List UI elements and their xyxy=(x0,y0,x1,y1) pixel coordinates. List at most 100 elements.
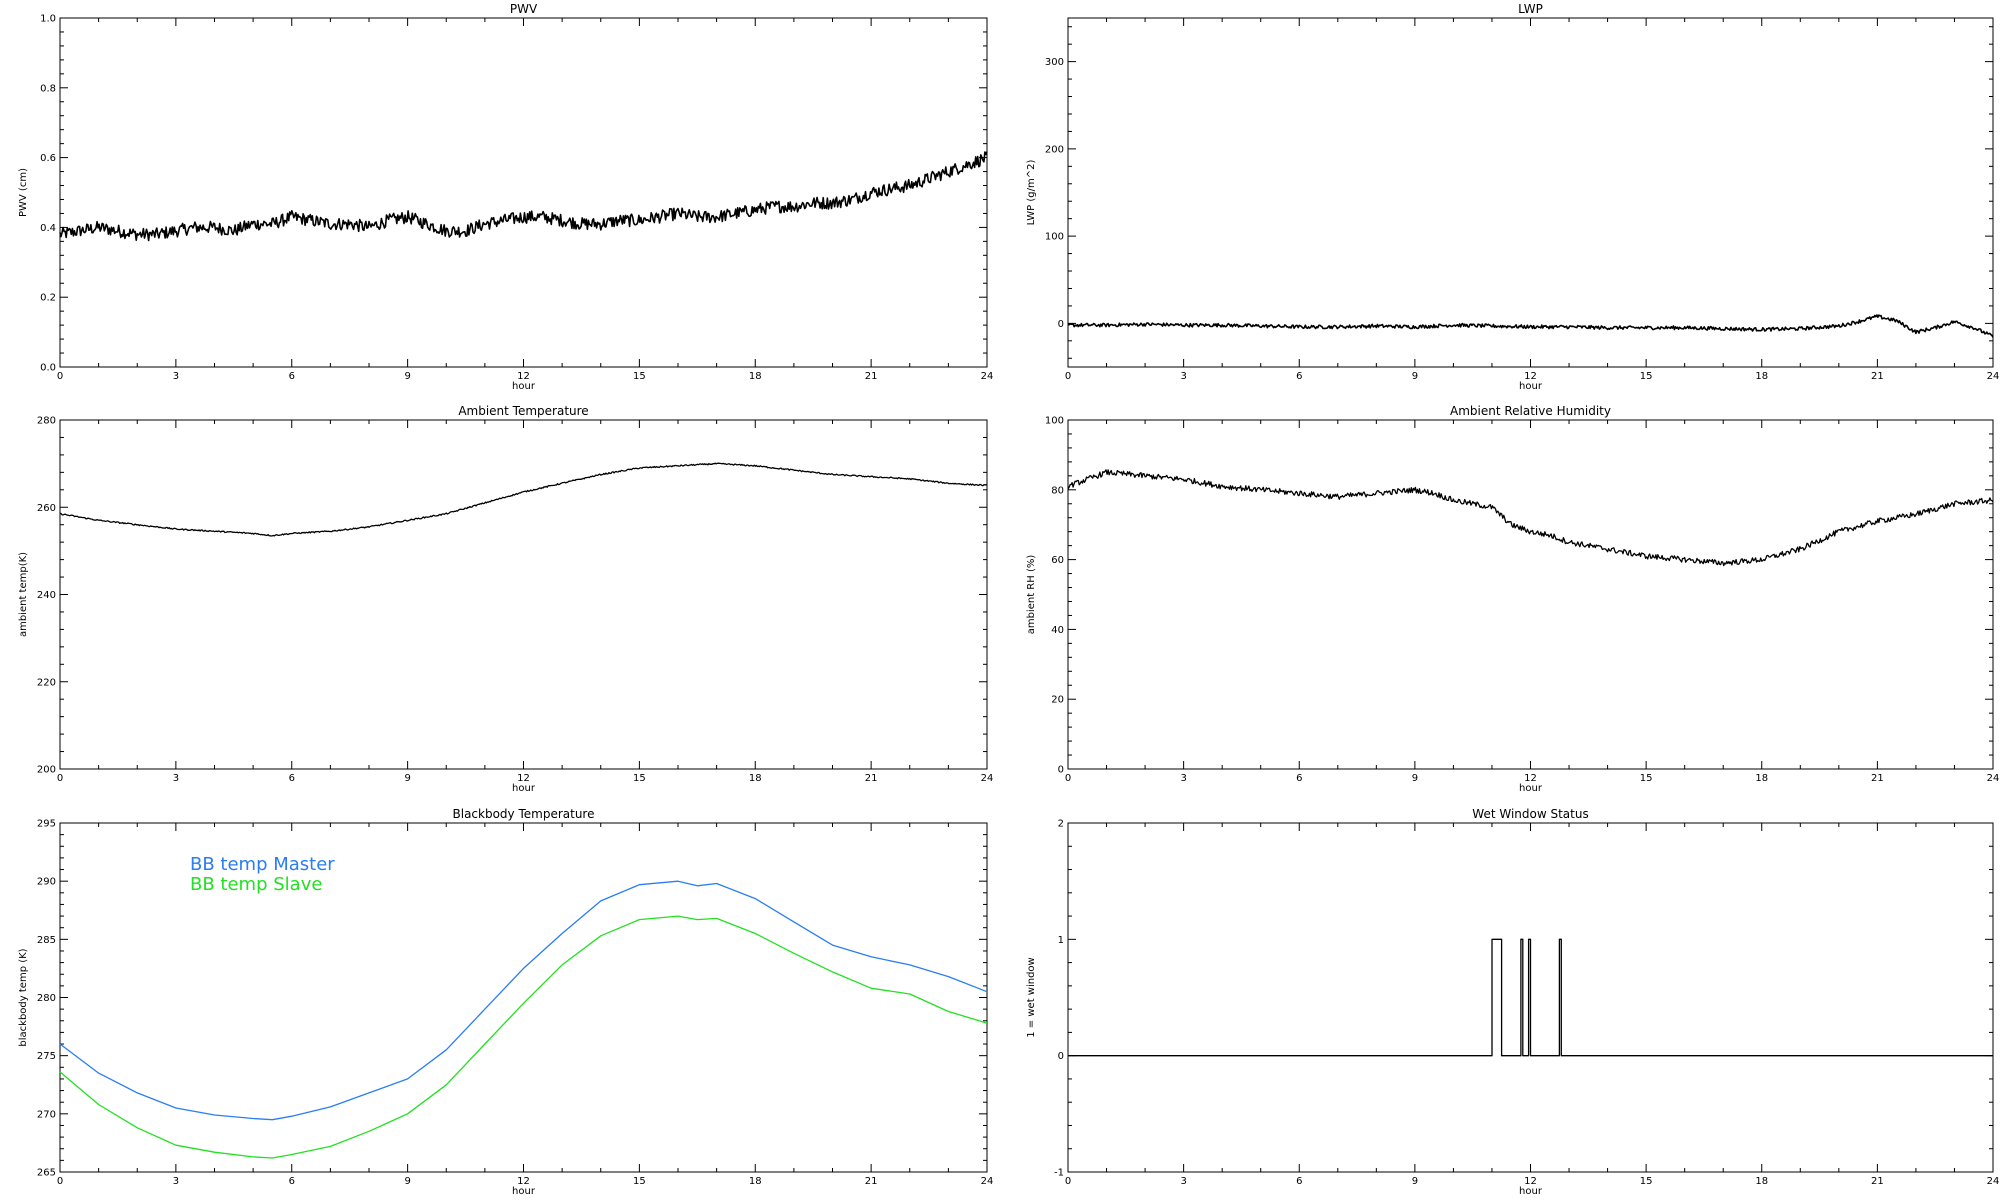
y-tick-label: 285 xyxy=(37,935,56,946)
x-tick-label: 9 xyxy=(404,773,410,784)
y-tick-label: 280 xyxy=(37,993,56,1004)
x-tick-label: 24 xyxy=(1987,1176,2000,1187)
y-axis-label: ambient temp(K) xyxy=(18,552,29,637)
y-tick-label: 1.0 xyxy=(40,14,56,25)
series-line-0 xyxy=(59,151,988,242)
x-tick-label: 12 xyxy=(517,773,530,784)
x-tick-label: 6 xyxy=(1296,371,1302,382)
x-tick-label: 3 xyxy=(1180,371,1186,382)
x-tick-label: 3 xyxy=(173,371,179,382)
x-tick-label: 6 xyxy=(1296,1176,1302,1187)
y-tick-label: 290 xyxy=(37,877,56,888)
y-tick-label: 300 xyxy=(1045,57,1064,68)
x-tick-label: 12 xyxy=(1524,1176,1537,1187)
x-tick-label: 21 xyxy=(865,1176,878,1187)
x-tick-label: 24 xyxy=(981,773,994,784)
y-axis-label: ambient RH (%) xyxy=(1026,555,1037,635)
x-axis-label: hour xyxy=(512,1186,536,1197)
x-tick-label: 3 xyxy=(1180,773,1186,784)
x-tick-label: 21 xyxy=(1871,1176,1884,1187)
y-tick-label: 270 xyxy=(37,1109,56,1120)
y-tick-label: 0.0 xyxy=(40,363,56,374)
y-tick-label: 260 xyxy=(37,503,56,514)
x-tick-label: 6 xyxy=(289,371,295,382)
x-tick-label: 3 xyxy=(173,773,179,784)
x-tick-label: 12 xyxy=(517,1176,530,1187)
x-tick-label: 9 xyxy=(1412,371,1418,382)
x-tick-label: 18 xyxy=(749,1176,762,1187)
x-tick-label: 12 xyxy=(517,371,530,382)
x-tick-label: 21 xyxy=(865,773,878,784)
x-tick-label: 15 xyxy=(633,371,646,382)
y-tick-label: 280 xyxy=(37,416,56,427)
y-axis-label: 1 = wet window xyxy=(1026,957,1037,1037)
x-tick-label: 21 xyxy=(1871,371,1884,382)
series-line-0 xyxy=(1067,314,1994,338)
chart-ambient_rh: Ambient Relative Humidity 0 3 6 9 12 15 18 21 24 h… xyxy=(1026,404,1999,794)
y-tick-label: 0.2 xyxy=(40,293,56,304)
x-axis-label: hour xyxy=(1519,783,1543,794)
x-tick-label: 18 xyxy=(749,773,762,784)
x-tick-label: 12 xyxy=(1524,773,1537,784)
x-tick-label: 21 xyxy=(865,371,878,382)
y-axis-label: LWP (g/m^2) xyxy=(1026,160,1037,226)
y-tick-label: 60 xyxy=(1051,555,1064,566)
series-line-0 xyxy=(1068,938,1993,1057)
y-tick-label: 0 xyxy=(1058,765,1064,776)
x-tick-label: 0 xyxy=(57,773,63,784)
chart-bb_temp: Blackbody Temperature 0 3 6 9 12 15 18 21 24 hour 2… xyxy=(18,807,993,1197)
series-line-0 xyxy=(1067,469,1994,567)
y-tick-label: 0.6 xyxy=(40,153,56,164)
series-line-0 xyxy=(59,880,988,1121)
y-axis-label: PWV (cm) xyxy=(18,168,29,217)
x-tick-label: 24 xyxy=(1987,371,2000,382)
chart-title: Blackbody Temperature xyxy=(453,807,595,821)
chart-lwp: LWP 0 3 6 9 12 15 18 21 24 hour 0 100 200 300 LWP (g/m^… xyxy=(1026,2,1999,392)
x-tick-label: 6 xyxy=(289,773,295,784)
y-tick-label: 40 xyxy=(1051,625,1064,636)
y-tick-label: 275 xyxy=(37,1051,56,1062)
y-tick-label: 0 xyxy=(1058,1051,1064,1062)
y-tick-label: 20 xyxy=(1051,695,1064,706)
x-tick-label: 24 xyxy=(981,1176,994,1187)
y-tick-label: 80 xyxy=(1051,485,1064,496)
x-axis-label: hour xyxy=(512,381,536,392)
plot-frame xyxy=(1067,419,1994,770)
y-tick-label: 2 xyxy=(1058,819,1064,830)
y-tick-label: 200 xyxy=(1045,144,1064,155)
y-tick-label: -1 xyxy=(1054,1168,1064,1179)
y-tick-label: 0.4 xyxy=(40,223,56,234)
x-tick-label: 0 xyxy=(1065,371,1071,382)
y-tick-label: 200 xyxy=(37,765,56,776)
y-tick-label: 100 xyxy=(1045,232,1064,243)
x-axis-label: hour xyxy=(1519,381,1543,392)
legend-entry: BB temp Slave xyxy=(190,874,322,895)
plot-frame xyxy=(1067,17,1994,368)
x-tick-label: 0 xyxy=(57,371,63,382)
chart-pwv: PWV 0 3 6 9 12 15 18 21 24 hour 0.0 0.2 0.4 0.6 0.8 1.0 P… xyxy=(18,2,993,392)
x-tick-label: 24 xyxy=(981,371,994,382)
x-tick-label: 15 xyxy=(1640,1176,1653,1187)
x-tick-label: 18 xyxy=(1755,371,1768,382)
x-tick-label: 6 xyxy=(1296,773,1302,784)
y-tick-label: 1 xyxy=(1058,935,1064,946)
y-tick-label: 240 xyxy=(37,590,56,601)
x-tick-label: 12 xyxy=(1524,371,1537,382)
x-tick-label: 6 xyxy=(289,1176,295,1187)
x-tick-label: 0 xyxy=(1065,1176,1071,1187)
x-tick-label: 15 xyxy=(1640,773,1653,784)
chart-title: Ambient Relative Humidity xyxy=(1450,404,1611,418)
x-tick-label: 3 xyxy=(173,1176,179,1187)
plot-frame xyxy=(59,17,988,368)
chart-title: Wet Window Status xyxy=(1472,807,1588,821)
y-tick-label: 295 xyxy=(37,819,56,830)
chart-title: Ambient Temperature xyxy=(458,404,588,418)
x-tick-label: 0 xyxy=(57,1176,63,1187)
x-tick-label: 9 xyxy=(404,1176,410,1187)
x-axis-label: hour xyxy=(512,783,536,794)
x-tick-label: 9 xyxy=(404,371,410,382)
y-tick-label: 100 xyxy=(1045,416,1064,427)
chart-title: PWV xyxy=(510,2,538,16)
